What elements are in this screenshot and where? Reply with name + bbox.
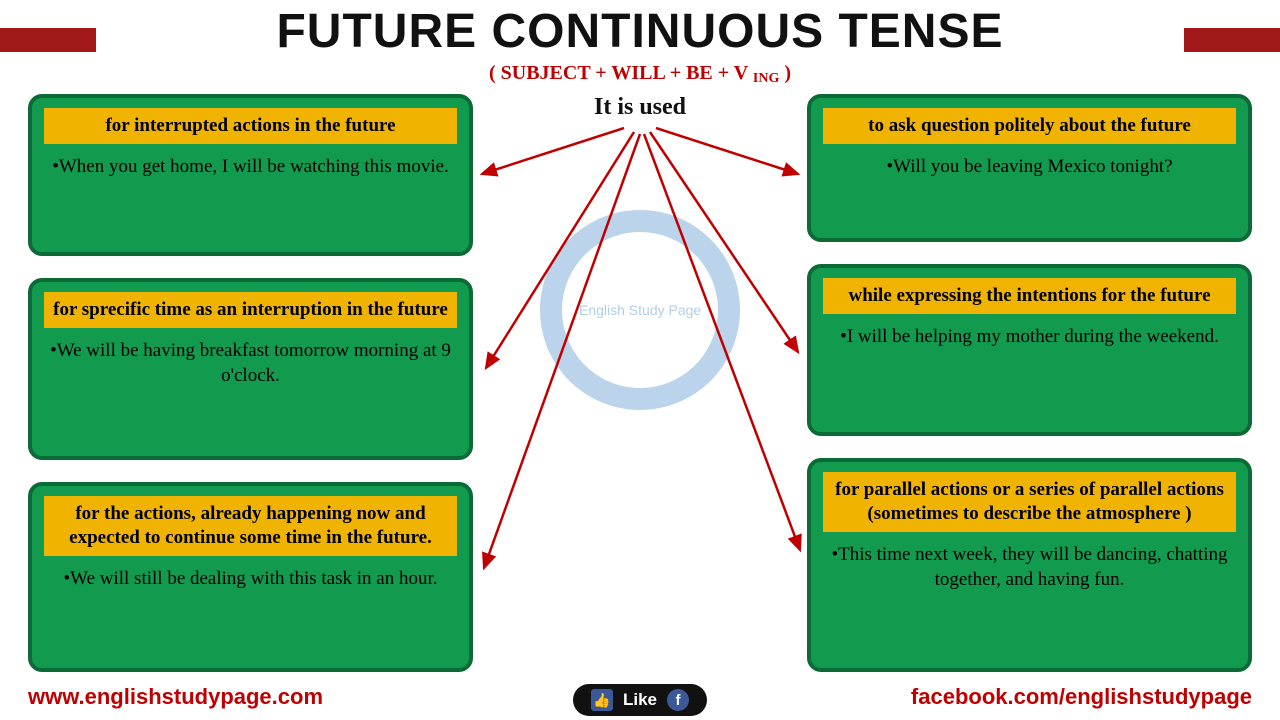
subtitle-prefix: ( SUBJECT + WILL + BE + V [489, 62, 753, 84]
usage-card-right-2: for parallel actions or a series of para… [807, 458, 1252, 672]
card-heading: for the actions, already happening now a… [44, 496, 457, 556]
watermark-circle: English Study Page [524, 194, 756, 426]
card-example: •Will you be leaving Mexico tonight? [823, 154, 1236, 180]
watermark-text: English Study Page [579, 302, 701, 318]
thumb-icon: 👍 [591, 689, 613, 711]
page-title: FUTURE CONTINUOUS TENSE [0, 4, 1280, 59]
subtitle-sub: ING [753, 71, 779, 86]
card-example: •We will still be dealing with this task… [44, 566, 457, 592]
usage-card-left-0: for interrupted actions in the future •Wh… [28, 94, 473, 256]
card-heading: for parallel actions or a series of para… [823, 472, 1236, 532]
facebook-icon: f [667, 689, 689, 711]
footer-url-left[interactable]: www.englishstudypage.com [28, 684, 323, 710]
formula-subtitle: ( SUBJECT + WILL + BE + V ING ) [0, 62, 1280, 85]
usage-card-left-2: for the actions, already happening now a… [28, 482, 473, 672]
card-example: •When you get home, I will be watching t… [44, 154, 457, 180]
usage-card-right-0: to ask question politely about the futur… [807, 94, 1252, 242]
card-heading: while expressing the intentions for the … [823, 278, 1236, 314]
like-label: Like [623, 690, 657, 710]
like-pill[interactable]: 👍 Like f [573, 684, 707, 716]
usage-card-right-1: while expressing the intentions for the … [807, 264, 1252, 436]
subtitle-suffix: ) [779, 62, 791, 84]
card-example: •We will be having breakfast tomorrow mo… [44, 338, 457, 389]
card-heading: to ask question politely about the futur… [823, 108, 1236, 144]
card-example: •I will be helping my mother during the … [823, 324, 1236, 350]
card-example: •This time next week, they will be danci… [823, 542, 1236, 593]
usage-card-left-1: for sprecific time as an interruption in… [28, 278, 473, 460]
card-heading: for sprecific time as an interruption in… [44, 292, 457, 328]
footer-url-right[interactable]: facebook.com/englishstudypage [911, 684, 1252, 710]
card-heading: for interrupted actions in the future [44, 108, 457, 144]
